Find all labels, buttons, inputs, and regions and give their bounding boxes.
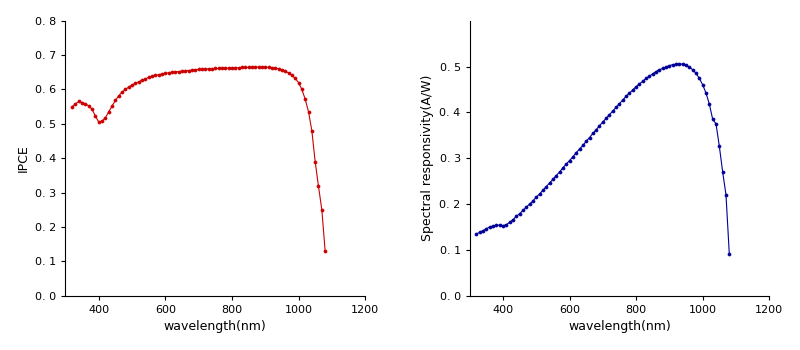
X-axis label: wavelength(nm): wavelength(nm) — [568, 320, 671, 333]
X-axis label: wavelength(nm): wavelength(nm) — [164, 320, 266, 333]
Y-axis label: IPCE: IPCE — [17, 144, 30, 172]
Y-axis label: Spectral responsivity(A/W): Spectral responsivity(A/W) — [421, 75, 434, 242]
